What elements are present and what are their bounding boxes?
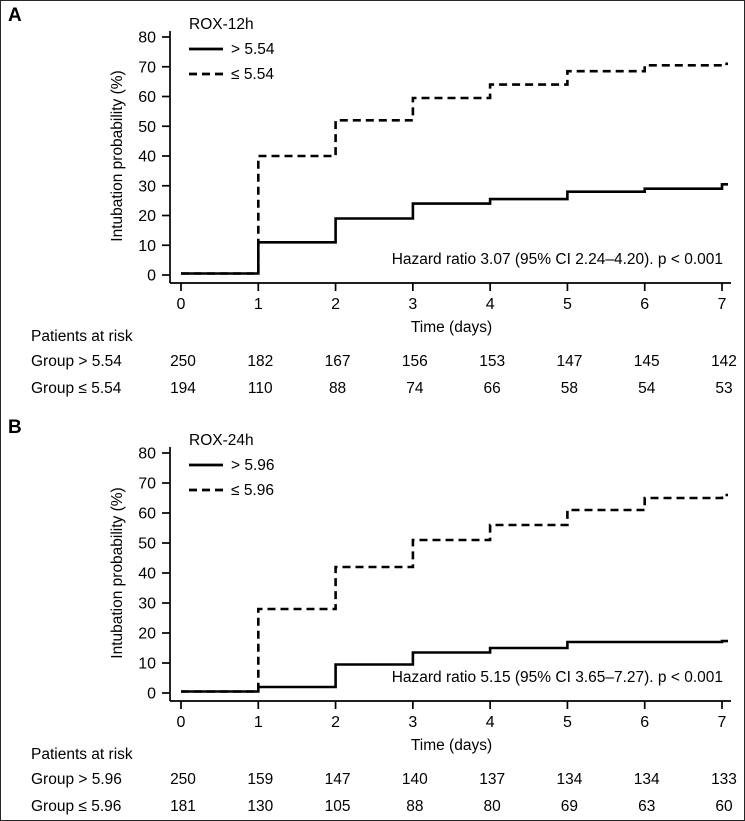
risk-value: 110 — [248, 380, 273, 397]
risk-value: 153 — [479, 353, 505, 370]
legend-title: ROX-12h — [189, 16, 254, 33]
series-curve-dashed — [181, 493, 728, 693]
panel-b-chart: 0 10 20 30 40 50 60 70 80 0 1 2 3 4 5 6 7 Time (days) Intu… — [31, 432, 737, 815]
y-tick-label: 30 — [138, 178, 156, 195]
risk-value: 88 — [329, 380, 346, 397]
series-curve-solid — [181, 639, 728, 693]
risk-value: 194 — [170, 380, 196, 397]
risk-value: 147 — [325, 771, 351, 788]
risk-value: 80 — [484, 798, 502, 815]
panel-a: 0 10 20 30 40 50 60 70 80 0 1 2 3 4 5 6 7 Time (days) Intu… — [1, 1, 744, 411]
legend-label: ≤ 5.96 — [231, 482, 274, 499]
risk-value: 137 — [479, 771, 505, 788]
risk-value: 63 — [638, 798, 655, 815]
panel-a-chart: 0 10 20 30 40 50 60 70 80 0 1 2 3 4 5 6 7 Time (days) Intu… — [31, 16, 737, 397]
risk-value: 142 — [711, 353, 737, 370]
x-tick-label: 0 — [177, 714, 186, 731]
x-axis-title: Time (days) — [411, 319, 492, 336]
risk-value: 130 — [247, 798, 273, 815]
x-tick-label: 4 — [486, 714, 495, 731]
risk-value: 54 — [638, 380, 656, 397]
x-tick-label: 7 — [718, 296, 727, 313]
risk-value: 167 — [325, 353, 351, 370]
risk-value: 181 — [170, 798, 196, 815]
risk-value: 250 — [170, 353, 196, 370]
x-tick-label: 5 — [563, 714, 572, 731]
x-tick-label: 3 — [408, 296, 417, 313]
y-tick-label: 80 — [138, 30, 156, 47]
y-tick-label: 10 — [138, 656, 156, 673]
y-tick-label: 50 — [138, 119, 156, 136]
risk-row-label: Group > 5.96 — [31, 771, 122, 788]
risk-value: 134 — [634, 771, 660, 788]
risk-row-label: Group > 5.54 — [31, 353, 122, 370]
risk-value: 105 — [325, 798, 351, 815]
panel-letter-a: A — [8, 5, 22, 26]
x-tick-label: 1 — [254, 714, 263, 731]
risk-table-header: Patients at risk — [31, 746, 133, 763]
legend-label: > 5.96 — [231, 457, 275, 474]
y-tick-label: 40 — [138, 566, 156, 583]
risk-table-header: Patients at risk — [31, 328, 133, 345]
risk-value: 250 — [170, 771, 196, 788]
hazard-ratio-annotation: Hazard ratio 5.15 (95% CI 3.65–7.27). p … — [392, 669, 723, 686]
y-tick-label: 40 — [138, 149, 156, 166]
risk-value: 133 — [711, 771, 737, 788]
panel-letter-b: B — [8, 417, 22, 438]
risk-value: 147 — [556, 353, 582, 370]
risk-value: 60 — [715, 798, 733, 815]
risk-value: 159 — [247, 771, 273, 788]
legend-label: ≤ 5.54 — [231, 66, 274, 83]
y-tick-label: 80 — [138, 446, 156, 463]
x-tick-label: 2 — [331, 714, 340, 731]
y-tick-label: 0 — [147, 686, 156, 703]
risk-value: 140 — [402, 771, 428, 788]
risk-row-label: Group ≤ 5.54 — [31, 380, 122, 397]
x-tick-label: 5 — [563, 296, 572, 313]
series-curve-solid — [181, 183, 728, 275]
legend-title: ROX-24h — [189, 432, 254, 449]
risk-value: 134 — [556, 771, 582, 788]
risk-value: 58 — [561, 380, 578, 397]
x-tick-label: 4 — [486, 296, 495, 313]
y-tick-label: 0 — [147, 268, 156, 285]
y-axis-title: Intubation probability (%) — [109, 487, 126, 658]
x-tick-label: 6 — [640, 714, 649, 731]
y-tick-label: 10 — [138, 238, 156, 255]
risk-value: 182 — [247, 353, 273, 370]
risk-value: 69 — [561, 798, 578, 815]
y-tick-label: 60 — [138, 506, 156, 523]
risk-value: 53 — [715, 380, 732, 397]
risk-value: 74 — [406, 380, 424, 397]
x-tick-label: 1 — [254, 296, 263, 313]
panel-b: 0 10 20 30 40 50 60 70 80 0 1 2 3 4 5 6 7 Time (days) Intu… — [1, 411, 744, 820]
y-tick-label: 20 — [138, 208, 156, 225]
risk-value: 156 — [402, 353, 428, 370]
y-tick-label: 70 — [138, 59, 156, 76]
x-tick-label: 3 — [408, 714, 417, 731]
y-tick-label: 30 — [138, 596, 156, 613]
y-tick-label: 50 — [138, 536, 156, 553]
x-tick-label: 6 — [640, 296, 649, 313]
y-axis-title: Intubation probability (%) — [109, 70, 126, 241]
risk-row-label: Group ≤ 5.96 — [31, 798, 121, 815]
hazard-ratio-annotation: Hazard ratio 3.07 (95% CI 2.24–4.20). p … — [392, 251, 723, 268]
y-tick-label: 60 — [138, 89, 156, 106]
x-tick-label: 7 — [718, 714, 727, 731]
y-tick-label: 70 — [138, 476, 156, 493]
risk-value: 66 — [484, 380, 501, 397]
legend-label: > 5.54 — [231, 41, 275, 58]
y-tick-label: 20 — [138, 626, 156, 643]
x-tick-label: 0 — [177, 296, 186, 313]
x-axis-title: Time (days) — [411, 737, 492, 754]
risk-value: 145 — [634, 353, 660, 370]
x-tick-label: 2 — [331, 296, 340, 313]
risk-value: 88 — [406, 798, 423, 815]
